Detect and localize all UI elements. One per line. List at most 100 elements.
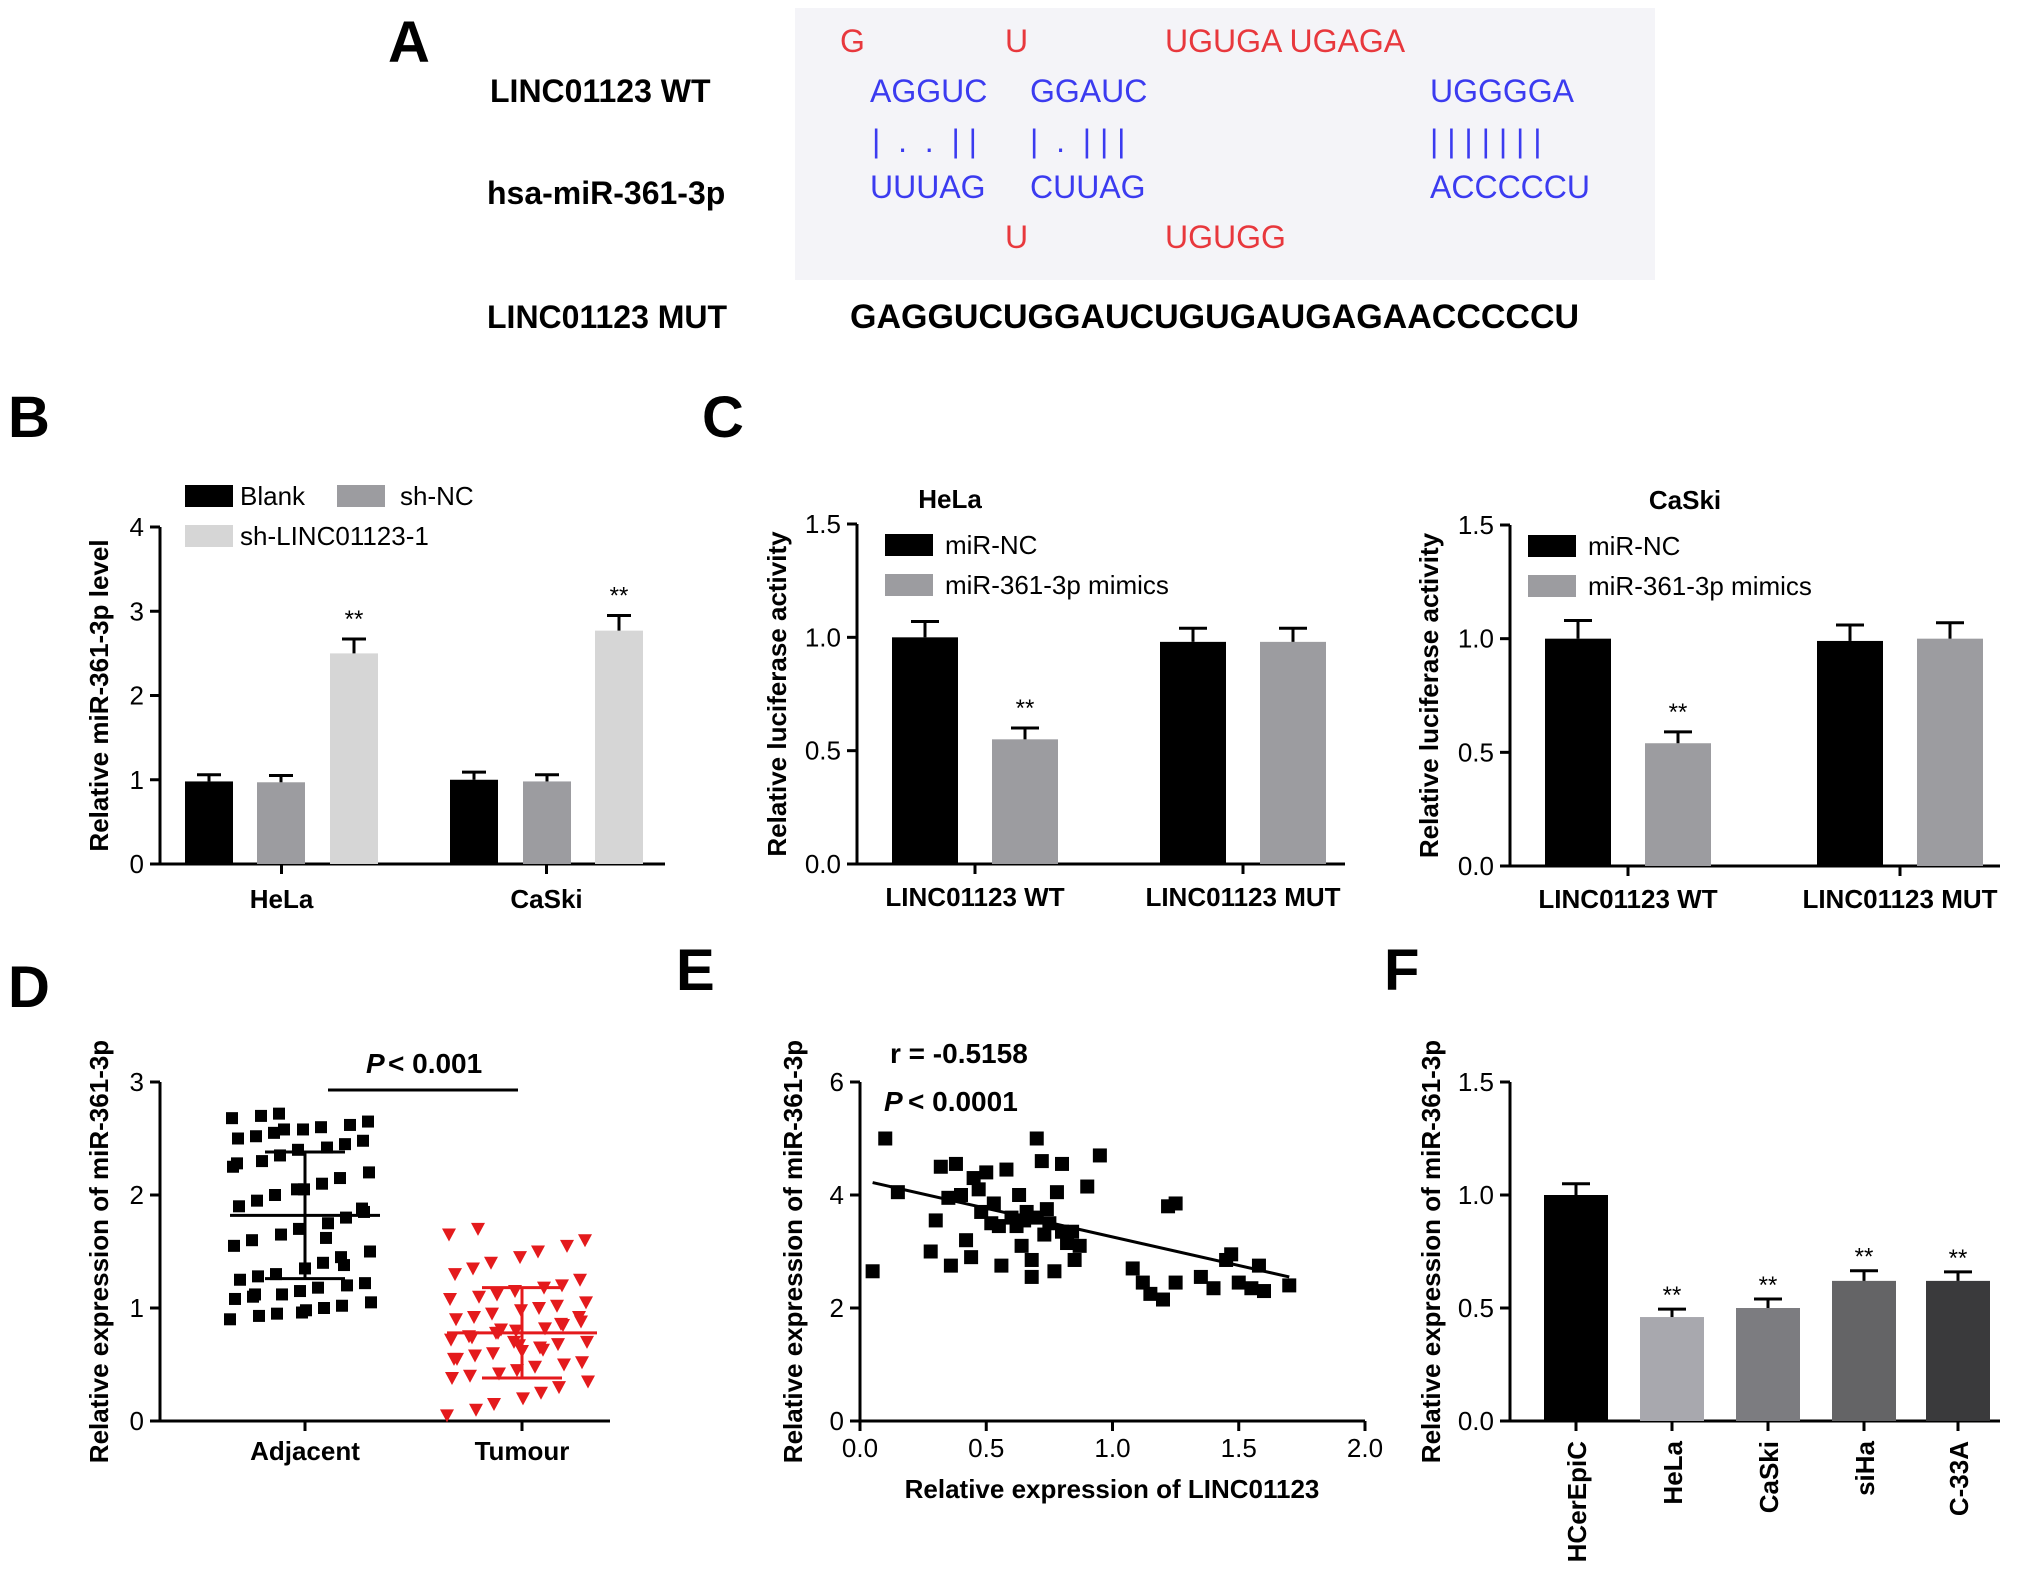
bar xyxy=(257,782,305,864)
data-point xyxy=(560,1239,574,1253)
y-tick-label: 4 xyxy=(830,1180,844,1210)
data-point xyxy=(278,1123,290,1136)
mir-paired-seg3: ACCCCCU xyxy=(1430,169,1590,205)
data-point xyxy=(336,1299,348,1312)
significance-marker: ** xyxy=(1016,695,1035,722)
data-point xyxy=(528,1360,542,1374)
data-point xyxy=(554,1317,568,1331)
data-point xyxy=(315,1121,327,1134)
data-point xyxy=(1055,1156,1069,1171)
data-point xyxy=(1067,1252,1082,1267)
data-point xyxy=(1135,1275,1150,1290)
x-axis-title: Relative expression of LINC01123 xyxy=(905,1474,1320,1504)
y-tick-label: 0 xyxy=(830,1406,844,1436)
chart-title: CaSki xyxy=(1649,485,1721,515)
data-point xyxy=(923,1244,938,1259)
data-point xyxy=(322,1217,334,1230)
p-value-italic: P xyxy=(366,1048,385,1079)
mut-label: LINC01123 MUT xyxy=(487,299,728,335)
y-axis-title: Relative luciferase activity xyxy=(762,531,792,857)
mir-paired-row: UUUAG CUUAG ACCCCCU xyxy=(870,169,1590,205)
data-point xyxy=(253,1309,265,1322)
alignment-panel: LINC01123 WT hsa-miR-361-3p LINC01123 MU… xyxy=(487,8,1655,336)
x-tick-label: 1.5 xyxy=(1221,1433,1257,1463)
data-point xyxy=(509,1324,523,1338)
x-tick-label: 0.0 xyxy=(842,1433,878,1463)
panel-label-e: E xyxy=(676,938,715,1003)
y-tick-label: 1.5 xyxy=(805,509,841,539)
data-point xyxy=(447,1352,461,1366)
data-point xyxy=(994,1258,1009,1273)
chart-b-mir-level: 0 1 2 3 4 Relative miR-361-3p level ** ** HeLa Ca… xyxy=(84,481,665,914)
x-tick-label: LINC01123 MUT xyxy=(1802,884,1997,914)
significance-marker: ** xyxy=(1669,699,1688,726)
data-point xyxy=(256,1155,268,1168)
bonds-seg2: | . | | | xyxy=(1030,123,1125,159)
data-point xyxy=(552,1381,566,1395)
data-point xyxy=(557,1358,571,1372)
data-point xyxy=(865,1264,880,1279)
mir-label: hsa-miR-361-3p xyxy=(487,175,725,211)
data-point xyxy=(334,1172,346,1185)
panel-label-c: C xyxy=(702,385,744,450)
data-point xyxy=(1060,1236,1075,1251)
data-point xyxy=(1257,1284,1271,1299)
data-point xyxy=(320,1231,332,1244)
data-point xyxy=(1034,1154,1049,1169)
y-tick-label: 1.5 xyxy=(1458,1067,1494,1097)
alignment-box xyxy=(795,8,1655,280)
wt-label: LINC01123 WT xyxy=(490,73,711,109)
x-tick-label: HCerEpiC xyxy=(1562,1441,1592,1563)
y-axis-title: Relative luciferase activity xyxy=(1414,532,1444,858)
data-point xyxy=(445,1372,459,1386)
data-point xyxy=(1125,1261,1140,1276)
legend-swatch xyxy=(885,574,933,596)
x-tick-label: 2.0 xyxy=(1347,1433,1383,1463)
panel-label-d: D xyxy=(8,955,50,1020)
y-tick-label: 0.5 xyxy=(1458,1293,1494,1323)
x-tick-label: CaSki xyxy=(510,884,582,914)
y-tick-label: 1.5 xyxy=(1458,510,1494,540)
significance-marker: ** xyxy=(1949,1245,1968,1272)
bar xyxy=(1832,1280,1896,1421)
significance-marker: ** xyxy=(1855,1244,1874,1271)
legend-swatch xyxy=(885,534,933,556)
data-point xyxy=(494,1323,508,1337)
data-point xyxy=(1244,1281,1259,1296)
data-point xyxy=(536,1343,550,1357)
bar xyxy=(992,739,1058,864)
regression-line xyxy=(872,1181,1290,1279)
data-point xyxy=(268,1126,280,1139)
data-point xyxy=(579,1296,593,1310)
data-point xyxy=(966,1171,981,1186)
data-point xyxy=(339,1138,351,1151)
data-point xyxy=(226,1112,238,1125)
data-point xyxy=(270,1268,282,1281)
x-tick-label: LINC01123 WT xyxy=(885,882,1064,912)
data-point xyxy=(463,1369,477,1383)
legend-label: miR-361-3p mimics xyxy=(1588,571,1812,601)
data-point xyxy=(224,1313,236,1326)
data-point xyxy=(555,1279,569,1293)
bar xyxy=(595,630,643,864)
bond-row: | . . | | | . | | | | | | | | | | xyxy=(872,123,1542,159)
data-point xyxy=(442,1228,456,1242)
data-point xyxy=(275,1228,287,1241)
data-point xyxy=(1156,1292,1170,1307)
data-point xyxy=(468,1349,482,1363)
y-tick-label: 0.5 xyxy=(805,736,841,766)
data-point xyxy=(294,1285,306,1298)
data-point xyxy=(357,1134,369,1147)
y-tick-label: 1.0 xyxy=(1458,624,1494,654)
data-point xyxy=(538,1322,552,1336)
x-tick-label: siHa xyxy=(1850,1440,1880,1495)
chart-title: HeLa xyxy=(918,484,982,514)
data-point xyxy=(444,1333,458,1347)
bar xyxy=(1736,1308,1800,1421)
data-point xyxy=(363,1166,375,1179)
data-point xyxy=(232,1132,244,1145)
chart-c-caski-luciferase: 0.0 0.5 1.0 1.5 Relative luciferase activity… xyxy=(1414,485,2000,914)
data-point xyxy=(318,1302,330,1314)
data-point xyxy=(532,1302,546,1315)
legend-swatch xyxy=(1528,535,1576,557)
